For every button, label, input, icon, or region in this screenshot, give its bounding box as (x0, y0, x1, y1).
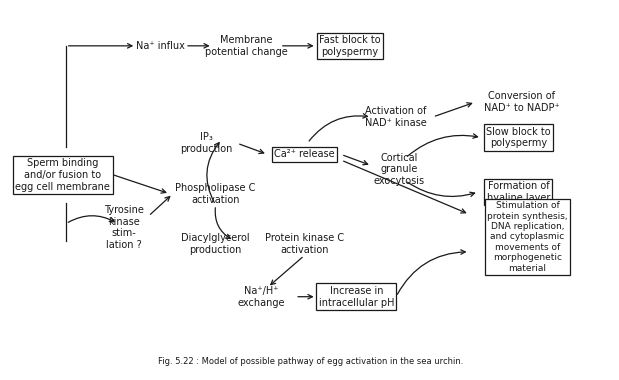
Text: Slow block to
polyspermy: Slow block to polyspermy (486, 127, 551, 148)
Text: Fast block to
polyspermy: Fast block to polyspermy (319, 35, 381, 57)
Text: Conversion of
NAD⁺ to NADP⁺: Conversion of NAD⁺ to NADP⁺ (483, 91, 560, 113)
Text: Increase in
intracellular pH: Increase in intracellular pH (319, 286, 394, 307)
Text: Na⁺/H⁺
exchange: Na⁺/H⁺ exchange (238, 286, 285, 307)
Text: Phospholipase C
activation: Phospholipase C activation (175, 183, 256, 204)
Text: Tyrosine
kinase
stim-
lation ?: Tyrosine kinase stim- lation ? (104, 205, 144, 250)
Text: Protein kinase C
activation: Protein kinase C activation (265, 233, 344, 255)
Text: Stimulation of
protein synthesis,
DNA replication,
and cytoplasmic
movements of
: Stimulation of protein synthesis, DNA re… (487, 201, 568, 272)
Text: Sperm binding
and/or fusion to
egg cell membrane: Sperm binding and/or fusion to egg cell … (15, 158, 110, 192)
Text: Activation of
NAD⁺ kinase: Activation of NAD⁺ kinase (365, 106, 427, 128)
Text: Ca²⁺ release: Ca²⁺ release (274, 149, 335, 160)
Text: Na⁺ influx: Na⁺ influx (136, 41, 185, 51)
Text: IP₃
production: IP₃ production (180, 132, 233, 154)
Text: Membrane
potential change: Membrane potential change (205, 35, 288, 57)
Text: Cortical
granule
exocytosis: Cortical granule exocytosis (373, 153, 425, 186)
Text: Diacylglycerol
production: Diacylglycerol production (181, 233, 250, 255)
Text: Fig. 5.22 : Model of possible pathway of egg activation in the sea urchin.: Fig. 5.22 : Model of possible pathway of… (158, 357, 463, 366)
Text: Formation of
hyaline layer: Formation of hyaline layer (487, 181, 550, 203)
